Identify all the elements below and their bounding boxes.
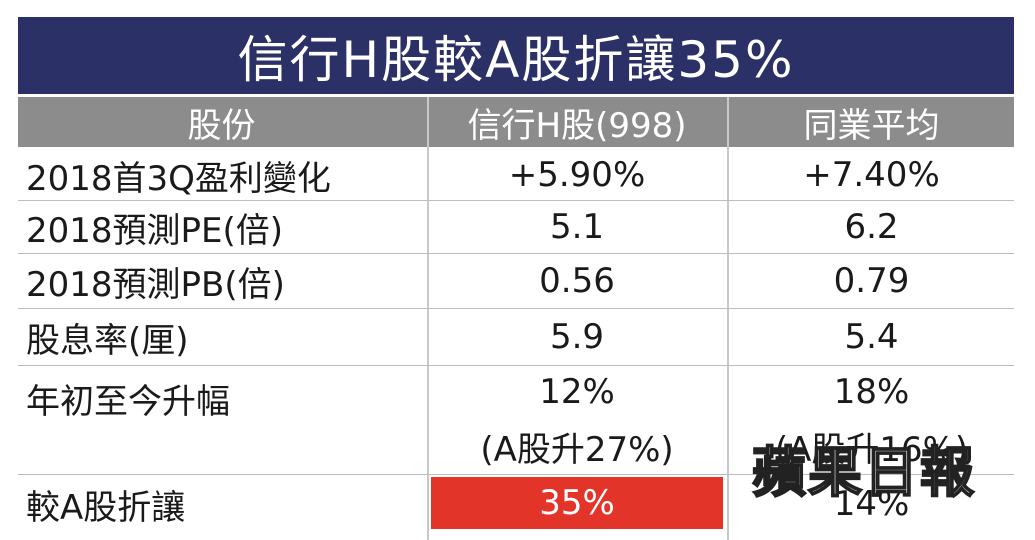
- citic-h-value: 12% (A股升27%): [480, 372, 674, 470]
- peer-value: 5.4: [844, 317, 899, 357]
- peer-value: 6.2: [844, 207, 899, 247]
- row-label: 2018預測PB(倍): [26, 264, 285, 305]
- apple-daily-watermark: 蘋果日報: [751, 440, 976, 505]
- table-row: 2018首3Q盈利變化 +5.90% +7.40%: [18, 150, 1014, 201]
- row-label: 較A股折讓: [26, 487, 186, 528]
- row-label: 年初至今升幅: [26, 382, 230, 422]
- header-stock: 股份: [187, 105, 256, 146]
- citic-a-share-note: (A股升27%): [480, 430, 674, 470]
- table-row: 2018預測PB(倍) 0.56 0.79: [18, 254, 1014, 309]
- citic-h-value: 5.1: [549, 207, 605, 247]
- table-title: 信行H股較A股折讓35%: [18, 17, 1014, 94]
- peer-value: +7.40%: [803, 155, 940, 195]
- table-row: 較A股折讓 35% 14%: [18, 475, 1014, 533]
- header-peer-average: 同業平均: [803, 105, 940, 146]
- table-row: 股息率(厘) 5.9 5.4: [18, 309, 1014, 366]
- citic-h-value: +5.90%: [508, 155, 646, 195]
- row-label: 股息率(厘): [26, 320, 189, 361]
- column-divider: [427, 97, 429, 540]
- discount-highlight: 35%: [431, 477, 723, 529]
- row-label: 2018預測PE(倍): [26, 210, 284, 251]
- citic-h-value: 5.9: [549, 317, 605, 357]
- peer-value: 0.79: [833, 261, 910, 301]
- table-header: 股份 信行H股(998) 同業平均: [18, 97, 1014, 147]
- citic-h-value: 0.56: [539, 261, 615, 301]
- table-row: 2018預測PE(倍) 5.1 6.2: [18, 201, 1014, 254]
- row-label: 2018首3Q盈利變化: [26, 158, 331, 199]
- column-divider: [727, 97, 729, 540]
- peer-a-share-note: (A股升16%): [774, 430, 969, 470]
- peer-value: 14%: [833, 484, 910, 524]
- peer-value: 18% (A股升16%): [774, 372, 969, 470]
- table-row: 年初至今升幅 12% (A股升27%) 18% (A股升16%): [18, 366, 1014, 475]
- header-citic-h: 信行H股(998): [467, 105, 687, 146]
